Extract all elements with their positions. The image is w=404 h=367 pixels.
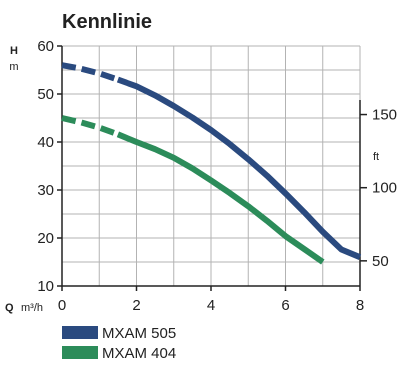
series-lines <box>61 62 362 265</box>
series-line <box>116 131 325 265</box>
x-axis-label: Q m³/h <box>5 298 43 315</box>
y-tick-label: 40 <box>37 134 54 151</box>
legend-swatch <box>62 346 98 359</box>
y-tick-label: 20 <box>37 230 54 247</box>
x-axis-symbol: Q <box>5 302 14 314</box>
y-axis-symbol: H <box>10 45 18 57</box>
y-tick-label: 30 <box>37 182 54 199</box>
chart-title: Kennlinie <box>62 11 152 33</box>
y-tick-label: 50 <box>37 86 54 103</box>
legend-swatch <box>62 326 98 339</box>
y-tick-label: 60 <box>37 38 54 55</box>
y-right-tick-label: 100 <box>372 180 397 197</box>
series-line <box>116 76 362 260</box>
legend-label: MXAM 404 <box>102 345 176 362</box>
y-axis-unit-right: ft <box>373 151 379 163</box>
x-tick-label: 2 <box>132 297 140 314</box>
x-tick-label: 8 <box>356 297 364 314</box>
y-right-tick-label: 150 <box>372 107 397 124</box>
y-axis-unit-left: m <box>9 61 18 73</box>
tick-labels: 10 20 30 40 50 60 0 2 4 6 8 50 100 150 <box>37 38 397 314</box>
axes <box>57 45 367 291</box>
x-tick-label: 6 <box>281 297 289 314</box>
series-line-dashed <box>61 62 119 83</box>
grid <box>61 45 361 287</box>
series-line-dashed <box>61 115 119 138</box>
x-tick-label: 0 <box>58 297 66 314</box>
x-tick-label: 4 <box>207 297 215 314</box>
legend-label: MXAM 505 <box>102 325 176 342</box>
x-axis-unit: m³/h <box>21 302 43 314</box>
legend: MXAM 505 MXAM 404 <box>62 325 176 362</box>
y-right-tick-label: 50 <box>372 253 389 270</box>
y-tick-label: 10 <box>37 278 54 295</box>
